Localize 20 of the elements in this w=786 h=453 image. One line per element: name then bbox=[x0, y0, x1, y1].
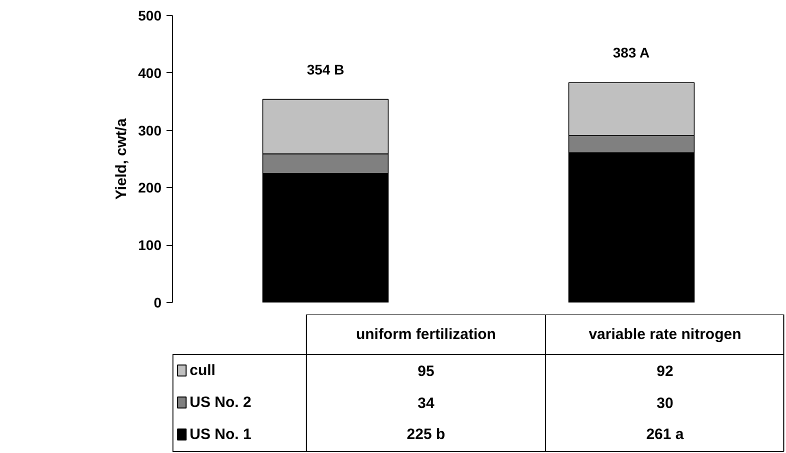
x-tick-label: variable rate nitrogen bbox=[588, 326, 742, 343]
total-label: 383 A bbox=[612, 44, 650, 61]
total-label: 354 B bbox=[306, 61, 344, 78]
data-label: 225 b bbox=[406, 426, 446, 443]
data-label: 34 bbox=[418, 395, 435, 412]
data-label: 261 a bbox=[646, 426, 684, 443]
y-tick-label: 200 bbox=[138, 180, 162, 196]
y-tick-label: 400 bbox=[138, 64, 162, 81]
legend-label: US No. 2 bbox=[190, 394, 252, 411]
data-label: 30 bbox=[656, 395, 674, 412]
data-label: 92 bbox=[656, 363, 674, 380]
legend-label: US No. 1 bbox=[190, 426, 252, 443]
data-label: 95 bbox=[418, 363, 434, 380]
y-tick-label: 500 bbox=[138, 8, 162, 24]
y-tick-label: 0 bbox=[154, 294, 162, 310]
y-tick-label: 300 bbox=[138, 122, 162, 138]
legend-label: cull bbox=[190, 362, 216, 379]
y-axis-title: Yield, cwt/a bbox=[113, 118, 130, 200]
x-tick-label: uniform fertilization bbox=[356, 326, 496, 343]
y-tick-label: 100 bbox=[138, 237, 162, 254]
